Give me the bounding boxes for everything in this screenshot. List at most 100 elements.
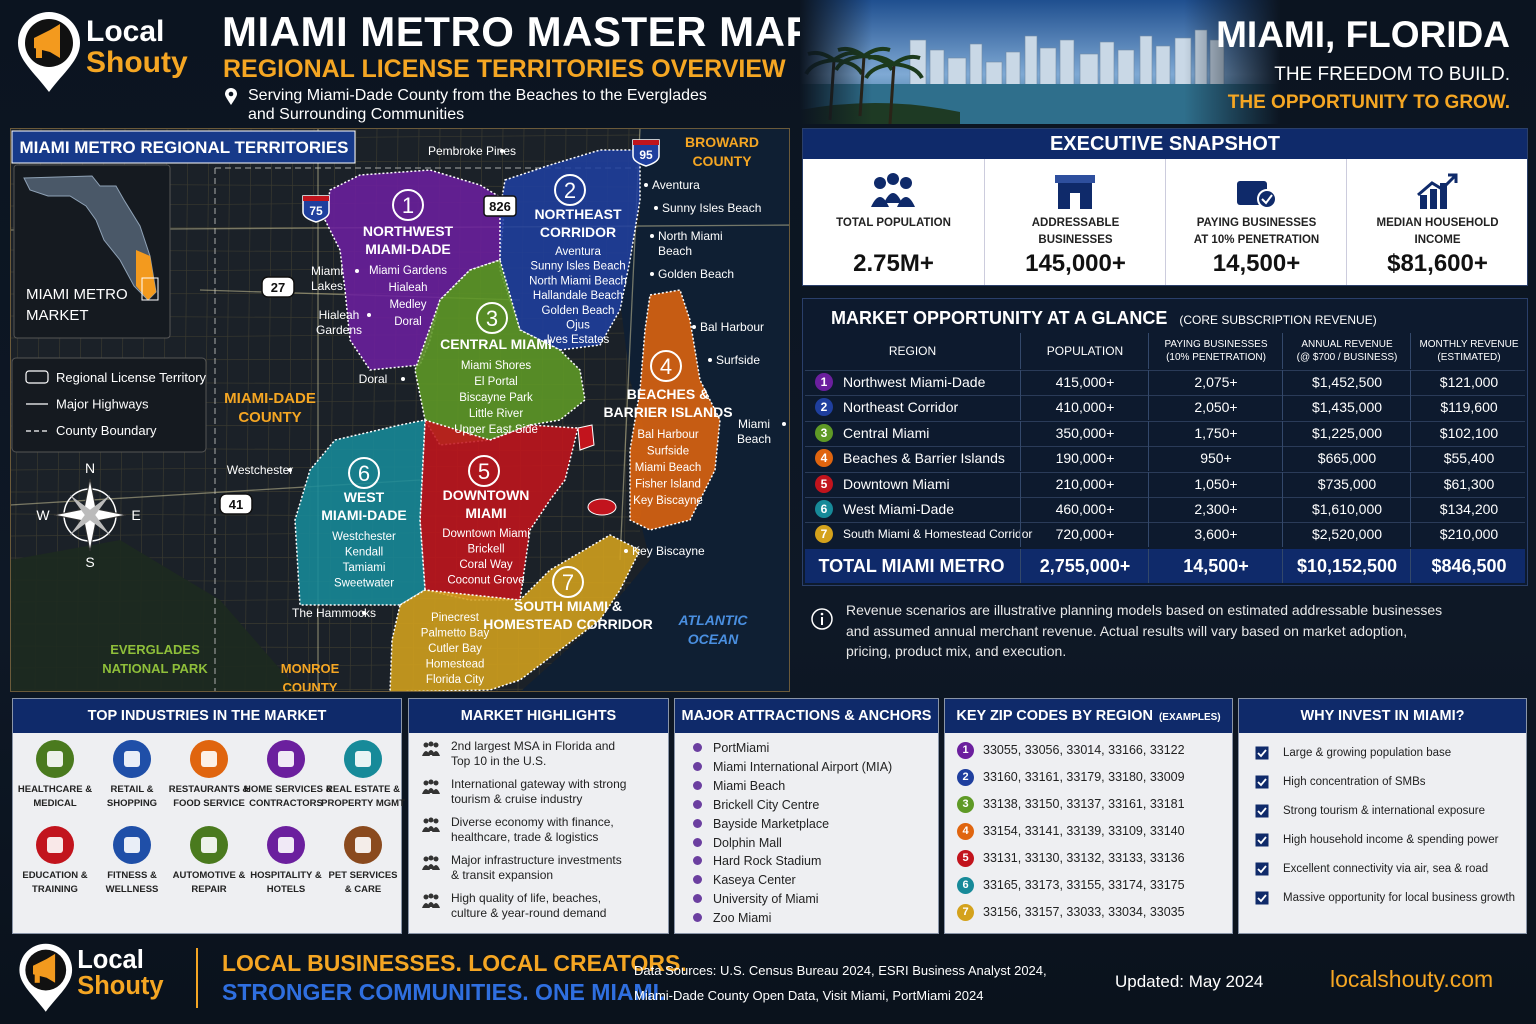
region-place: Sunny Isles Beach — [530, 261, 625, 273]
row-cell: 720,000+ — [1020, 522, 1149, 548]
people-icon — [422, 741, 440, 756]
row-cell: $119,600 — [1410, 395, 1527, 421]
region-place: Fisher Island — [635, 479, 701, 491]
people-icon — [422, 855, 440, 870]
area-label: EVERGLADES — [110, 642, 200, 657]
route-shield — [261, 276, 295, 298]
region-name: MIAMI-DADE — [365, 241, 451, 257]
region-name: CENTRAL MIAMI — [440, 336, 552, 352]
icon-body — [427, 788, 435, 793]
snapshot-label: MEDIAN HOUSEHOLD INCOME — [1347, 215, 1528, 249]
row-region: Beaches & Barrier Islands — [843, 450, 1005, 467]
highlight-line: & transit expansion — [451, 868, 554, 882]
row-cell: $2,520,000 — [1282, 522, 1411, 548]
everglades — [10, 540, 300, 692]
area-label: BROWARD — [685, 134, 759, 150]
region-number: 6 — [358, 461, 370, 486]
icon-body — [427, 750, 435, 755]
region-place: Cutler Bay — [428, 643, 482, 655]
region-badge — [552, 566, 584, 598]
region-place: Miami Beach — [635, 462, 701, 474]
island — [577, 424, 595, 451]
row-rule — [805, 370, 1525, 371]
row-region: Central Miami — [843, 424, 930, 441]
territory — [419, 418, 579, 601]
route-shield — [483, 195, 517, 217]
industry-glyph — [124, 837, 140, 853]
region-badge — [468, 455, 500, 487]
snapshot-icon — [1055, 175, 1095, 209]
industry-icon — [36, 826, 74, 864]
icon-head — [423, 856, 429, 862]
place-label: Pembroke Pines — [428, 144, 516, 158]
column-header: REGION — [805, 333, 1020, 369]
region-place: Coral Way — [459, 559, 512, 571]
icon-body — [427, 826, 435, 831]
icon-arrow — [1417, 173, 1458, 197]
industry-label: AUTOMOTIVE & REPAIR — [167, 869, 251, 899]
attraction-bullet — [693, 818, 702, 828]
row-region: Downtown Miami — [843, 475, 950, 492]
metro-highlight — [136, 250, 156, 300]
icon-body — [432, 789, 440, 794]
place-label: Gardens — [316, 323, 362, 337]
people-icon — [422, 893, 440, 908]
region-place: Medley — [389, 299, 426, 311]
row-cell: $210,000 — [1410, 522, 1527, 548]
region-name: NORTHEAST — [534, 206, 622, 222]
slogan-1: THE FREEDOM TO BUILD. — [1274, 64, 1510, 85]
disclaimer: Revenue scenarios are illustrative plann… — [846, 600, 1506, 662]
row-region: Northwest Miami-Dade — [843, 374, 986, 390]
icon-head — [428, 855, 434, 861]
snapshot-label: ADDRESSABLE BUSINESSES — [985, 215, 1166, 249]
disclaimer-line: Revenue scenarios are illustrative plann… — [846, 602, 1443, 618]
checkbox-box — [1255, 746, 1269, 760]
info-dot — [820, 612, 824, 616]
attraction-bullet — [693, 856, 702, 866]
zip-codes: 33154, 33141, 33139, 33109, 33140 — [983, 824, 1185, 838]
column-header-line: REGION — [888, 344, 937, 358]
icon-body — [427, 902, 435, 907]
row-cell: $1,610,000 — [1282, 497, 1411, 522]
region-number: 4 — [660, 354, 672, 379]
row-rule — [805, 446, 1525, 448]
place-dot — [367, 313, 371, 317]
total-cell: $10,152,500 — [1282, 549, 1411, 583]
row-cell: 210,000+ — [1020, 471, 1149, 497]
total-cell: 2,755,000+ — [1020, 549, 1149, 583]
icon-bar — [1420, 195, 1427, 209]
city-title: MIAMI, FLORIDA — [1216, 14, 1510, 55]
snapshot-header: EXECUTIVE SNAPSHOT — [803, 129, 1527, 159]
zip-codes: 33156, 33157, 33033, 33034, 33035 — [983, 905, 1185, 919]
place-label: Key Biscayne — [632, 544, 705, 558]
area-label: COUNTY — [238, 409, 301, 426]
column-header-line: (@ $700 / BUSINESS) — [1296, 352, 1398, 363]
row-cell: 2,075+ — [1148, 370, 1283, 395]
checkbox-box — [1255, 862, 1269, 876]
inset-label: MARKET — [26, 307, 89, 324]
region-number: 1 — [402, 193, 414, 218]
place-label: Beach — [658, 244, 692, 258]
region-place: Ojus — [566, 320, 590, 332]
industry-icon — [344, 826, 382, 864]
region-name: CORRIDOR — [540, 224, 616, 240]
why-text: Strong tourism & international exposure — [1283, 805, 1485, 817]
industry-label: REAL ESTATE & PROPERTY MGMT — [321, 783, 405, 813]
florida-shape — [23, 175, 157, 301]
row-cell: $665,000 — [1282, 446, 1411, 472]
checkbox — [1255, 746, 1269, 760]
total-cell: 14,500+ — [1148, 549, 1283, 583]
region-place: Aventura — [555, 246, 601, 258]
region-place: Westchester — [332, 531, 396, 543]
industry-label: PET SERVICES & CARE — [321, 869, 405, 899]
people-icon — [422, 817, 440, 832]
area-label: MIAMI-DADE — [224, 390, 316, 407]
industry-glyph — [278, 751, 294, 767]
disclaimer-line: and assumed annual merchant revenue. Act… — [846, 622, 1408, 639]
region-place: Biscayne Park — [459, 392, 533, 404]
icon-head — [900, 177, 912, 189]
place-label: Miami — [738, 417, 770, 431]
people-icon — [422, 779, 440, 794]
info-panel: WHY INVEST IN MIAMI? Large & growing popu… — [1238, 698, 1527, 934]
place-label: The Hammocks — [292, 606, 376, 620]
